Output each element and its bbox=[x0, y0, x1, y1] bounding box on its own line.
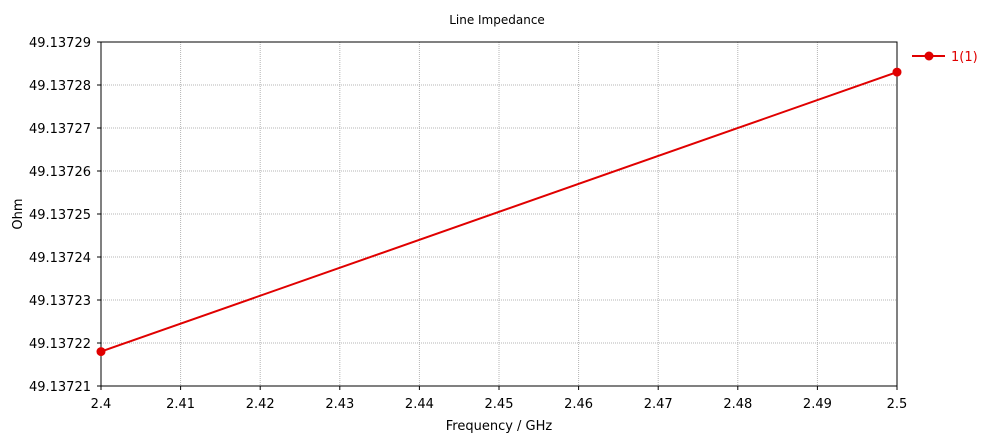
series-line bbox=[100, 71, 898, 353]
y-tick-label: 49.13727 bbox=[29, 122, 91, 137]
grid bbox=[101, 42, 897, 386]
y-tick-label: 49.13721 bbox=[29, 380, 91, 395]
legend-label: 1(1) bbox=[951, 50, 978, 65]
data-point bbox=[892, 67, 902, 77]
series-layer bbox=[96, 67, 902, 357]
x-tick-label: 2.45 bbox=[485, 397, 514, 412]
x-axis: 2.4 2.41 2.42 2.43 2.44 2.45 2.46 2.47 2.48 2.49 2… bbox=[91, 386, 908, 412]
x-tick-label: 2.42 bbox=[246, 397, 275, 412]
x-tick-label: 2.44 bbox=[405, 397, 434, 412]
x-tick-label: 2.49 bbox=[803, 397, 832, 412]
y-tick-label: 49.13722 bbox=[29, 337, 91, 352]
y-tick-label: 49.13725 bbox=[29, 208, 91, 223]
x-tick-label: 2.48 bbox=[723, 397, 752, 412]
data-point bbox=[96, 347, 106, 357]
y-axis: 49.13721 49.13722 49.13723 49.13724 49.13725… bbox=[29, 36, 101, 395]
y-tick-label: 49.13728 bbox=[29, 79, 91, 94]
x-axis-label: Frequency / GHz bbox=[446, 419, 553, 434]
y-tick-label: 49.13729 bbox=[29, 36, 91, 51]
y-tick-label: 49.13726 bbox=[29, 165, 91, 180]
y-tick-label: 49.13723 bbox=[29, 294, 91, 309]
x-tick-label: 2.5 bbox=[887, 397, 908, 412]
y-axis-label: Ohm bbox=[11, 198, 26, 229]
y-tick-label: 49.13724 bbox=[29, 251, 91, 266]
x-tick-label: 2.41 bbox=[166, 397, 195, 412]
x-tick-label: 2.43 bbox=[325, 397, 354, 412]
x-tick-label: 2.47 bbox=[644, 397, 673, 412]
x-tick-label: 2.4 bbox=[91, 397, 112, 412]
chart-title: Line Impedance bbox=[449, 13, 545, 27]
legend[interactable]: 1(1) bbox=[912, 50, 978, 65]
x-tick-label: 2.46 bbox=[564, 397, 593, 412]
legend-swatch-marker bbox=[924, 51, 934, 61]
